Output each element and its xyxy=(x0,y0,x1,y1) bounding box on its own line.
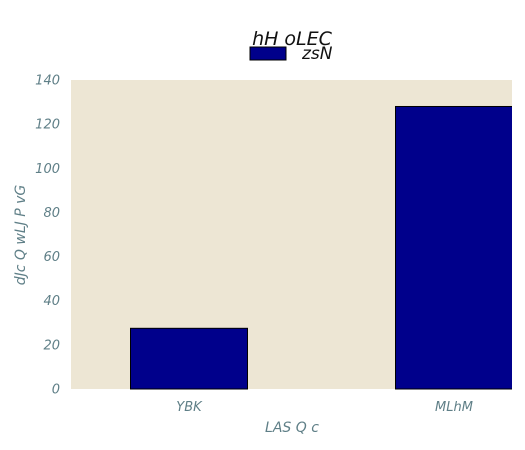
y-tick-label: 40 xyxy=(43,294,60,309)
y-tick-label: 120 xyxy=(35,118,60,133)
y-axis-ticks: 0 20 40 60 80 100 120 140 xyxy=(35,74,60,398)
x-axis-ticks: YBK MLhM xyxy=(176,400,473,415)
y-tick-label: 100 xyxy=(35,162,60,177)
x-axis-label: LAS Q c xyxy=(265,420,319,436)
y-tick-label: 0 xyxy=(52,383,60,398)
y-axis-label: dJc Q wLJ P vG xyxy=(13,185,29,286)
chart-title: hH oLEC xyxy=(252,28,333,50)
y-tick-label: 20 xyxy=(43,338,60,353)
y-tick-label: 60 xyxy=(43,250,60,265)
legend-label: zsN xyxy=(301,44,333,64)
legend: zsN xyxy=(249,44,333,64)
bar-mlhm xyxy=(395,105,512,390)
bar-ybk xyxy=(130,327,248,390)
bars xyxy=(130,105,512,390)
legend-swatch xyxy=(249,46,287,61)
y-tick-label: 140 xyxy=(35,74,60,89)
x-tick-label: MLhM xyxy=(435,400,473,415)
y-tick-label: 80 xyxy=(43,206,60,221)
x-tick-label: YBK xyxy=(176,400,203,415)
